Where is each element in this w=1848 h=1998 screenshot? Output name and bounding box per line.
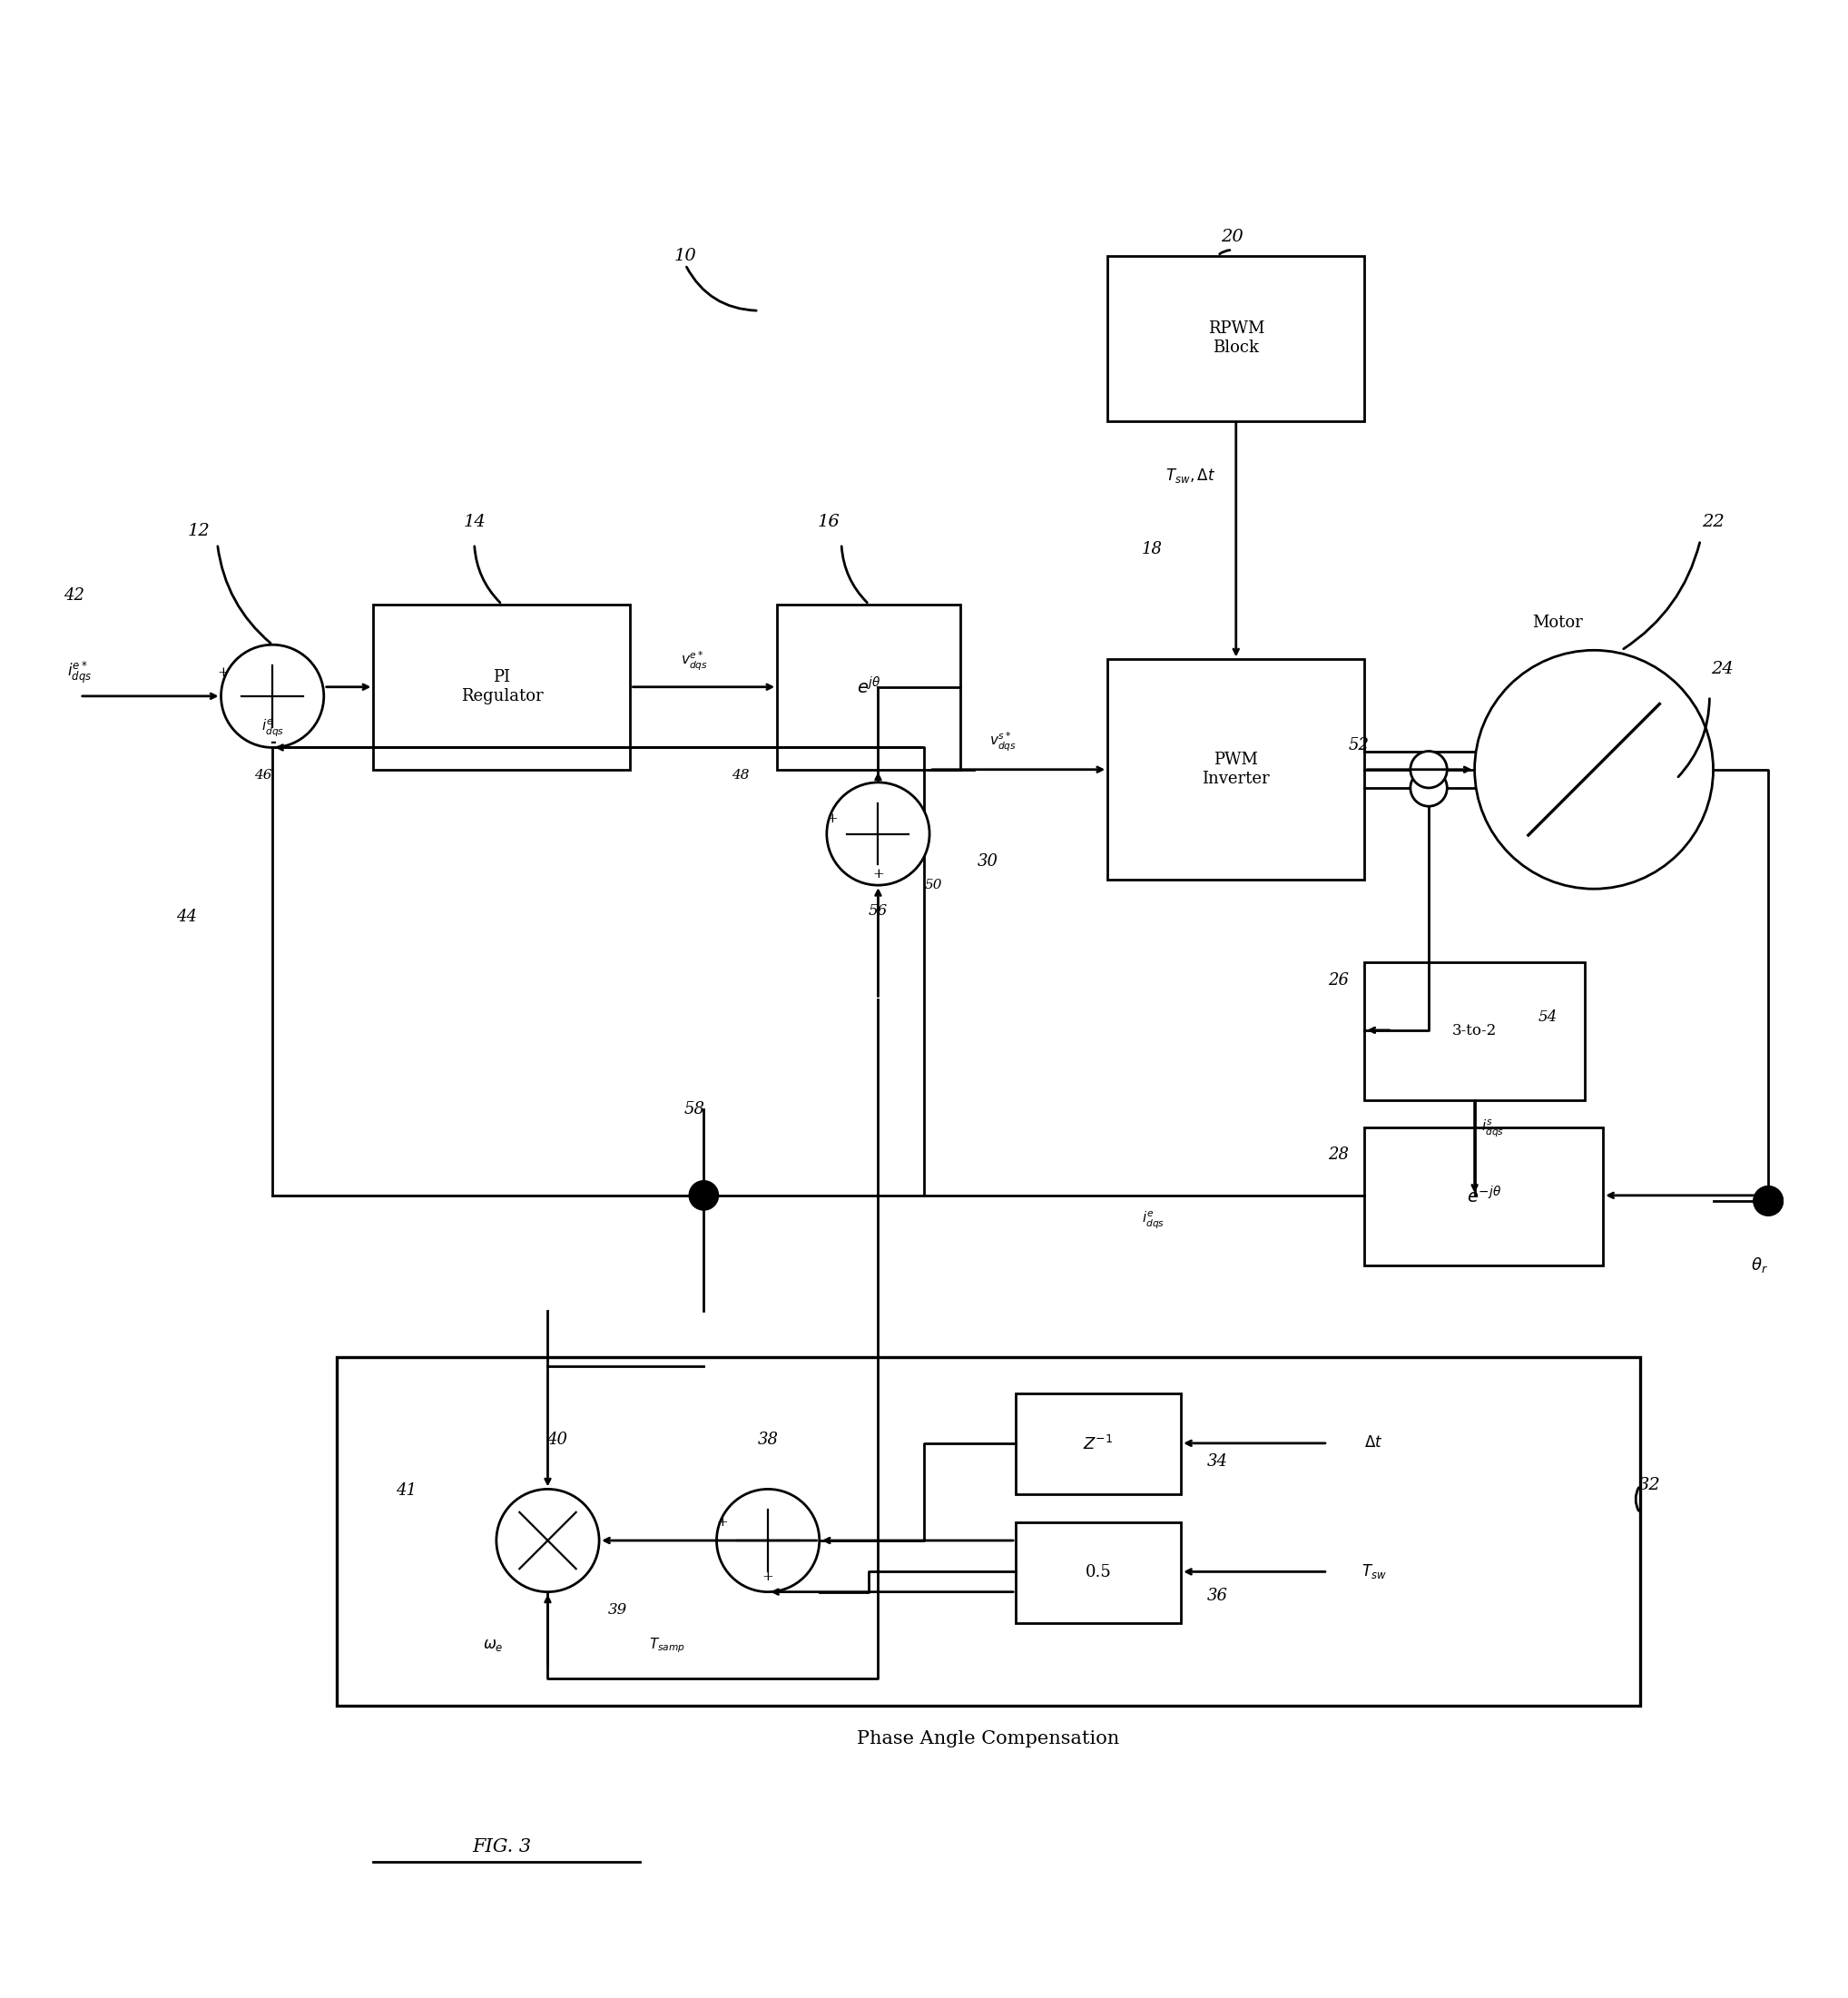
Circle shape [826, 783, 930, 885]
Text: $\theta_r$: $\theta_r$ [1750, 1255, 1769, 1275]
Text: 48: 48 [732, 769, 748, 781]
FancyBboxPatch shape [1016, 1522, 1181, 1622]
Text: 12: 12 [188, 523, 211, 539]
Text: 36: 36 [1207, 1586, 1229, 1604]
Text: $T_{sw}$: $T_{sw}$ [1362, 1562, 1386, 1580]
FancyBboxPatch shape [373, 603, 630, 769]
Text: 40: 40 [547, 1431, 567, 1449]
Text: 50: 50 [924, 879, 942, 891]
Text: PWM
Inverter: PWM Inverter [1203, 751, 1270, 787]
Text: +: + [216, 665, 229, 679]
Text: FIG. 3: FIG. 3 [473, 1838, 532, 1856]
Text: $i^{e*}_{dqs}$: $i^{e*}_{dqs}$ [67, 659, 92, 685]
Text: Phase Angle Compensation: Phase Angle Compensation [857, 1730, 1120, 1748]
Text: 41: 41 [395, 1483, 418, 1498]
Text: $T_{sw}, \Delta t$: $T_{sw}, \Delta t$ [1164, 468, 1216, 486]
Circle shape [717, 1489, 819, 1592]
Text: 22: 22 [1702, 513, 1724, 529]
Text: $i^{e}_{dqs}$: $i^{e}_{dqs}$ [1142, 1209, 1164, 1229]
Text: $i^{s}_{dqs}$: $i^{s}_{dqs}$ [1482, 1117, 1504, 1139]
Circle shape [497, 1489, 599, 1592]
Text: 26: 26 [1329, 973, 1349, 989]
Text: PI
Regulator: PI Regulator [460, 669, 543, 705]
Text: 16: 16 [817, 513, 839, 529]
Text: 32: 32 [1637, 1477, 1660, 1495]
Text: +: + [872, 867, 883, 881]
FancyBboxPatch shape [778, 603, 961, 769]
Text: 56: 56 [869, 903, 887, 919]
Text: $\Delta t$: $\Delta t$ [1364, 1435, 1382, 1451]
Text: Motor: Motor [1532, 615, 1582, 631]
Text: $\omega_e$: $\omega_e$ [482, 1638, 503, 1652]
Text: $i^{e}_{dqs}$: $i^{e}_{dqs}$ [261, 717, 285, 737]
Text: 10: 10 [675, 248, 697, 264]
FancyBboxPatch shape [1107, 256, 1364, 422]
Text: 30: 30 [978, 853, 998, 869]
Circle shape [1475, 649, 1713, 889]
Text: 14: 14 [464, 513, 486, 529]
Text: 28: 28 [1329, 1147, 1349, 1163]
Text: +: + [826, 813, 837, 825]
Text: $v^{e*}_{dqs}$: $v^{e*}_{dqs}$ [682, 649, 708, 673]
FancyBboxPatch shape [1016, 1395, 1181, 1495]
Text: 0.5: 0.5 [1085, 1564, 1111, 1580]
Text: 52: 52 [1349, 737, 1369, 753]
Circle shape [222, 645, 323, 747]
Text: 3-to-2: 3-to-2 [1453, 1023, 1497, 1039]
Circle shape [1754, 1187, 1783, 1215]
Circle shape [1410, 769, 1447, 807]
Text: 24: 24 [1711, 661, 1733, 677]
FancyBboxPatch shape [1107, 659, 1364, 879]
Text: 38: 38 [758, 1431, 778, 1449]
FancyBboxPatch shape [1364, 1127, 1602, 1265]
Text: $v^{s*}_{dqs}$: $v^{s*}_{dqs}$ [989, 731, 1016, 753]
Text: 20: 20 [1222, 230, 1244, 246]
Text: $e^{j\theta}$: $e^{j\theta}$ [857, 677, 881, 697]
Text: 18: 18 [1142, 541, 1162, 557]
Text: 44: 44 [176, 909, 196, 925]
FancyBboxPatch shape [1364, 963, 1586, 1101]
Text: RPWM
Block: RPWM Block [1209, 320, 1264, 356]
Text: -: - [270, 735, 275, 749]
Text: 58: 58 [684, 1101, 706, 1117]
Circle shape [689, 1181, 719, 1211]
Text: 39: 39 [608, 1602, 626, 1618]
Text: +: + [761, 1570, 774, 1584]
Text: $e^{-j\theta}$: $e^{-j\theta}$ [1467, 1185, 1501, 1207]
Text: 54: 54 [1538, 1009, 1558, 1025]
Text: 46: 46 [255, 769, 272, 781]
Text: +: + [717, 1516, 728, 1528]
Text: $T_{samp}$: $T_{samp}$ [649, 1636, 686, 1654]
Text: $Z^{-1}$: $Z^{-1}$ [1083, 1435, 1114, 1453]
Text: 34: 34 [1207, 1453, 1229, 1471]
Text: 42: 42 [65, 587, 85, 603]
Circle shape [1410, 751, 1447, 787]
Circle shape [1754, 1187, 1783, 1215]
